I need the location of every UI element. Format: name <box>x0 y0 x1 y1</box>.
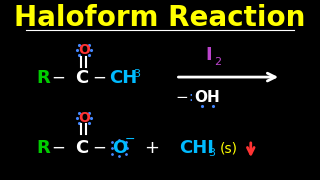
Text: C: C <box>76 69 89 87</box>
Text: −: − <box>51 69 65 87</box>
Text: O: O <box>112 139 127 157</box>
Text: :: : <box>188 90 193 104</box>
Text: Haloform Reaction: Haloform Reaction <box>14 4 306 32</box>
Text: R: R <box>36 139 50 157</box>
Text: (s): (s) <box>220 141 238 155</box>
Text: 2: 2 <box>214 57 221 67</box>
Text: CHI: CHI <box>179 139 214 157</box>
Text: I: I <box>205 46 212 64</box>
Text: O: O <box>78 43 90 57</box>
Text: −: − <box>92 139 107 157</box>
Text: O: O <box>78 111 90 125</box>
Text: −: − <box>92 69 107 87</box>
Text: CH: CH <box>109 69 138 87</box>
Text: R: R <box>36 69 50 87</box>
Text: −: − <box>124 132 135 146</box>
Text: OH: OH <box>195 90 220 105</box>
Text: −: − <box>175 90 188 105</box>
Text: −: − <box>51 139 65 157</box>
Text: +: + <box>144 139 159 157</box>
Text: 3: 3 <box>133 69 140 79</box>
Text: C: C <box>76 139 89 157</box>
Text: 3: 3 <box>208 148 215 158</box>
